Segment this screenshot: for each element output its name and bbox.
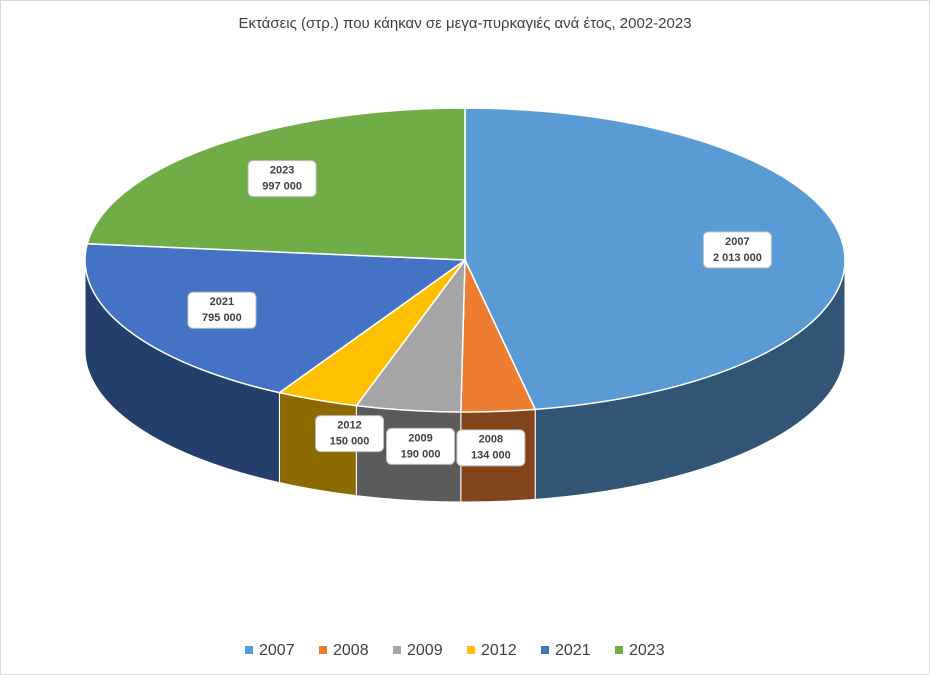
pie-slice xyxy=(464,107,846,411)
legend-swatch xyxy=(319,646,327,654)
data-label-value: 2 013 000 xyxy=(713,252,762,264)
data-label-category: 2008 xyxy=(479,434,503,446)
legend-label: 2008 xyxy=(333,642,369,659)
legend-swatch xyxy=(245,646,253,654)
data-label-value: 190 000 xyxy=(401,448,441,460)
data-label-box xyxy=(247,160,317,198)
data-label-value: 150 000 xyxy=(330,436,370,448)
data-label-category: 2009 xyxy=(408,432,432,444)
legend-swatch xyxy=(467,646,475,654)
data-label-box xyxy=(702,231,772,269)
legend-swatch xyxy=(541,646,549,654)
data-label-box xyxy=(456,429,526,467)
legend-label: 2009 xyxy=(407,642,443,659)
chart-title: Εκτάσεις (στρ.) που κάηκαν σε μεγα-πυρκα… xyxy=(238,15,691,32)
legend-swatch xyxy=(615,646,623,654)
legend-label: 2023 xyxy=(629,642,665,659)
data-label-box xyxy=(315,415,385,453)
data-label-value: 795 000 xyxy=(202,312,242,324)
data-label-category: 2012 xyxy=(337,420,361,432)
data-label-box xyxy=(386,427,456,465)
data-label-value: 997 000 xyxy=(262,180,302,192)
data-label-category: 2007 xyxy=(725,236,749,248)
legend-label: 2021 xyxy=(555,642,591,659)
pie-slice xyxy=(84,243,468,394)
legend-swatch xyxy=(393,646,401,654)
legend-label: 2012 xyxy=(481,642,517,659)
data-label-category: 2021 xyxy=(210,296,234,308)
data-label-category: 2023 xyxy=(270,164,294,176)
data-label-box xyxy=(187,291,257,329)
legend-label: 2007 xyxy=(259,642,295,659)
data-label-value: 134 000 xyxy=(471,450,511,462)
